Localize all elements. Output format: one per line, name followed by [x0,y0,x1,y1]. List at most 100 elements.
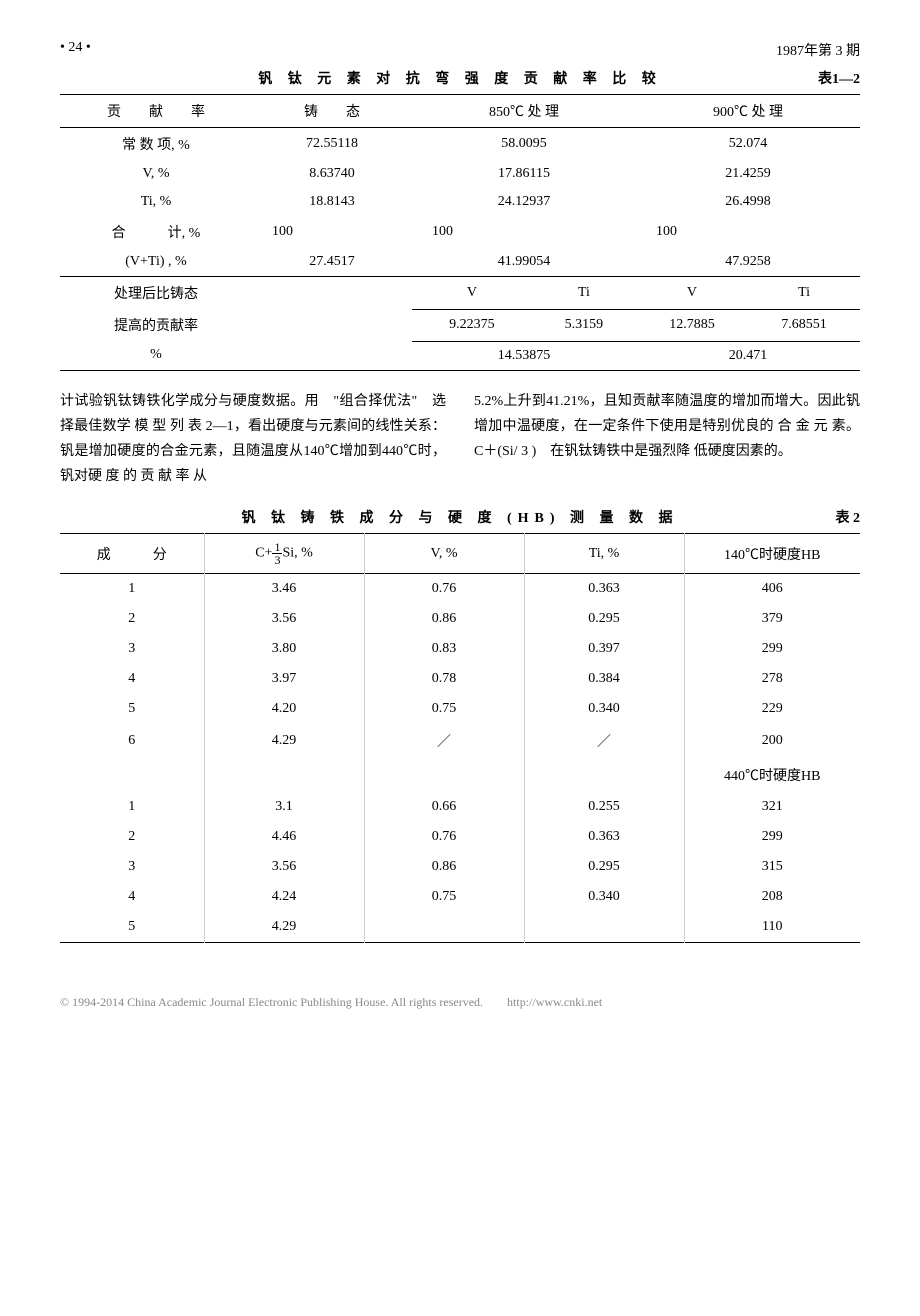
t2-cell: 4.29 [204,912,364,943]
t2-cell: 200 [684,724,860,758]
t2-cell: 3 [60,634,204,664]
t1-cell: 17.86115 [412,160,636,188]
t2-cell: 5 [60,694,204,724]
para-right: 5.2%上升到41.21%，且知贡献率随温度的增加而增大。因此钒增加中温硬度，在… [474,389,860,490]
t1-cell: 58.0095 [412,128,636,161]
t1-cell: 14.53875 [412,341,636,370]
t2-h2: C+13Si, % [204,534,364,574]
t2-h5: 140℃时硬度HB [684,534,860,574]
t2-cell [364,912,524,943]
t1-cell: (V+Ti) , % [60,248,252,277]
t2-cell: 0.75 [364,882,524,912]
t2-cell: 0.397 [524,634,684,664]
t2-cell: 4.29 [204,724,364,758]
t2-h3: V, % [364,534,524,574]
para-left: 计试验钒钛铸铁化学成分与硬度数据。用 "组合择优法" 选择最佳数学 模 型 列 … [60,389,446,490]
t2-cell: 0.295 [524,852,684,882]
t2-cell [524,912,684,943]
t2-cell: 2 [60,604,204,634]
t1-cell: 8.63740 [252,160,412,188]
t2-cell: 0.86 [364,852,524,882]
t2-cell: 299 [684,634,860,664]
t1-cell: V [412,277,532,310]
t1-h1: 贡 献 率 [60,95,252,128]
t1-cell: 41.99054 [412,248,636,277]
body-text: 计试验钒钛铸铁化学成分与硬度数据。用 "组合择优法" 选择最佳数学 模 型 列 … [60,389,860,490]
t2-h5b: 440℃时硬度HB [684,758,860,792]
t2-cell: 0.86 [364,604,524,634]
t1-cell: 100 [412,216,636,248]
t1-cell: 20.471 [636,341,860,370]
t2-cell: 1 [60,792,204,822]
t1-cell: 100 [252,216,412,248]
t2-h4: Ti, % [524,534,684,574]
t2-cell: 0.363 [524,822,684,852]
t2-cell: 3.56 [204,604,364,634]
t2-cell: 0.384 [524,664,684,694]
t1-cell: 27.4517 [252,248,412,277]
t2-cell: 315 [684,852,860,882]
t2-cell: 3.46 [204,574,364,605]
t2-cell: 4.24 [204,882,364,912]
t2-cell: 278 [684,664,860,694]
t2-h1: 成 分 [60,534,204,574]
issue-label: 1987年第 3 期 [776,40,860,60]
footer-copyright: © 1994-2014 China Academic Journal Elect… [60,993,860,1010]
t1-h4: 900℃ 处 理 [636,95,860,128]
t2-cell: 0.66 [364,792,524,822]
t2-cell: 0.76 [364,822,524,852]
t2-cell: ／ [524,724,684,758]
t2-cell: 0.340 [524,694,684,724]
t1-cell: 5.3159 [532,309,636,341]
t2-cell: 5 [60,912,204,943]
t1-cell: 合 计, % [60,216,252,248]
table1: 贡 献 率 铸 态 850℃ 处 理 900℃ 处 理 常 数 项, %72.5… [60,94,860,371]
t2-cell: 6 [60,724,204,758]
t2-cell: 0.78 [364,664,524,694]
t1-cell: Ti [748,277,860,310]
t1-h2: 铸 态 [252,95,412,128]
t1-cell: 18.8143 [252,188,412,216]
t1-cell: 21.4259 [636,160,860,188]
t2-cell: 0.340 [524,882,684,912]
t2-cell: 3.1 [204,792,364,822]
table1-label: 表1—2 [818,68,860,88]
t2-cell: 0.83 [364,634,524,664]
t1-h3: 850℃ 处 理 [412,95,636,128]
table2-title: 钒 钛 铸 铁 成 分 与 硬 度 (HB) 测 量 数 据 [241,507,678,527]
t1-sub-label: 提高的贡献率 [60,309,252,341]
t2-cell: 4.46 [204,822,364,852]
t1-cell: 24.12937 [412,188,636,216]
table2: 成 分 C+13Si, % V, % Ti, % 140℃时硬度HB 1 3.46… [60,533,860,943]
t2-cell: 4.20 [204,694,364,724]
t2-cell: 229 [684,694,860,724]
page-number: • 24 • [60,40,91,60]
t2-cell: 0.76 [364,574,524,605]
t1-cell: 52.074 [636,128,860,161]
t2-cell: 2 [60,822,204,852]
t2-cell: 208 [684,882,860,912]
t2-cell: 3.56 [204,852,364,882]
t2-cell: 4 [60,882,204,912]
t1-cell: 12.7885 [636,309,748,341]
t2-cell: 3.97 [204,664,364,694]
t1-cell: V [636,277,748,310]
t1-cell: 100 [636,216,860,248]
t1-cell: 26.4998 [636,188,860,216]
t1-cell: 9.22375 [412,309,532,341]
t1-sub-label: 处理后比铸态 [60,277,252,310]
table2-label: 表 2 [836,507,861,527]
t1-cell: Ti, % [60,188,252,216]
table1-title: 钒 钛 元 素 对 抗 弯 强 度 贡 献 率 比 较 [258,68,662,88]
t1-cell: 7.68551 [748,309,860,341]
t1-sub-label: % [60,341,252,370]
t2-cell: 0.75 [364,694,524,724]
t2-cell: 0.255 [524,792,684,822]
t2-cell: 299 [684,822,860,852]
t2-cell: 379 [684,604,860,634]
t2-cell: 4 [60,664,204,694]
t2-cell: 0.295 [524,604,684,634]
t2-cell: 406 [684,574,860,605]
t2-cell: ／ [364,724,524,758]
t2-cell: 110 [684,912,860,943]
